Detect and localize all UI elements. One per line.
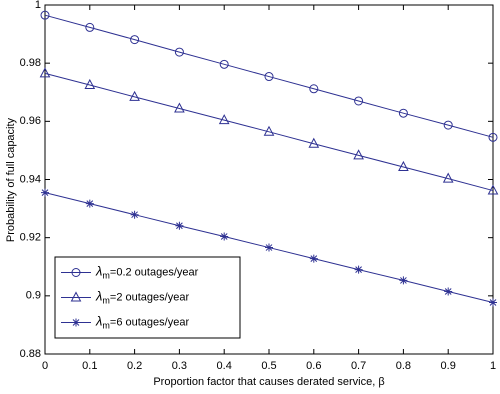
legend-marker bbox=[70, 291, 82, 302]
marker bbox=[354, 96, 364, 106]
x-tick-label: 1 bbox=[490, 360, 496, 372]
marker bbox=[309, 84, 319, 94]
marker bbox=[84, 78, 96, 89]
marker bbox=[442, 172, 454, 183]
x-tick-label: 0.5 bbox=[261, 360, 276, 372]
marker bbox=[443, 120, 453, 130]
marker bbox=[265, 243, 273, 252]
marker bbox=[129, 90, 140, 101]
legend-label: λm=2 outages/year bbox=[95, 289, 189, 306]
marker bbox=[398, 160, 409, 171]
x-tick-label: 0.7 bbox=[351, 360, 366, 372]
y-tick-label: 0.96 bbox=[20, 115, 41, 127]
marker bbox=[218, 114, 230, 125]
marker bbox=[130, 35, 140, 45]
y-tick-label: 0.94 bbox=[20, 173, 41, 185]
x-tick-label: 0.4 bbox=[217, 360, 232, 372]
marker bbox=[219, 59, 229, 69]
marker bbox=[39, 67, 51, 78]
x-tick-label: 0.3 bbox=[172, 360, 187, 372]
marker bbox=[85, 22, 95, 32]
y-tick-label: 0.98 bbox=[20, 57, 41, 69]
x-tick-label: 0 bbox=[42, 360, 48, 372]
marker bbox=[130, 210, 139, 219]
marker bbox=[174, 47, 184, 57]
legend-label: λm=6 outages/year bbox=[95, 314, 189, 331]
legend-marker bbox=[71, 268, 81, 277]
marker bbox=[487, 184, 499, 195]
y-axis-label: Probability of full capacity bbox=[5, 117, 17, 242]
x-tick-label: 0.2 bbox=[127, 360, 142, 372]
series-line bbox=[44, 72, 494, 192]
y-tick-label: 0.92 bbox=[20, 232, 41, 244]
marker bbox=[309, 254, 318, 263]
marker bbox=[489, 298, 497, 307]
marker bbox=[174, 102, 185, 113]
marker bbox=[354, 265, 363, 274]
marker bbox=[175, 221, 184, 230]
y-tick-label: 1 bbox=[35, 0, 41, 11]
marker bbox=[398, 108, 408, 118]
marker bbox=[308, 137, 320, 148]
marker bbox=[263, 125, 275, 136]
x-tick-label: 0.9 bbox=[441, 360, 456, 372]
marker bbox=[85, 199, 94, 208]
x-axis-label: Proportion factor that causes derated se… bbox=[153, 376, 384, 388]
legend-label: λm=0.2 outages/year bbox=[95, 264, 199, 281]
x-tick-label: 0.1 bbox=[82, 360, 97, 372]
marker bbox=[220, 232, 229, 241]
marker bbox=[399, 276, 408, 285]
marker bbox=[488, 132, 498, 142]
marker bbox=[264, 72, 274, 82]
x-tick-label: 0.6 bbox=[306, 360, 321, 372]
marker bbox=[353, 149, 364, 160]
series-line bbox=[44, 14, 494, 138]
y-tick-label: 0.88 bbox=[20, 348, 41, 360]
x-tick-label: 0.8 bbox=[396, 360, 411, 372]
legend-marker bbox=[72, 318, 80, 327]
y-tick-label: 0.9 bbox=[26, 290, 41, 302]
marker bbox=[444, 287, 453, 296]
marker bbox=[40, 10, 50, 20]
marker bbox=[41, 188, 49, 197]
